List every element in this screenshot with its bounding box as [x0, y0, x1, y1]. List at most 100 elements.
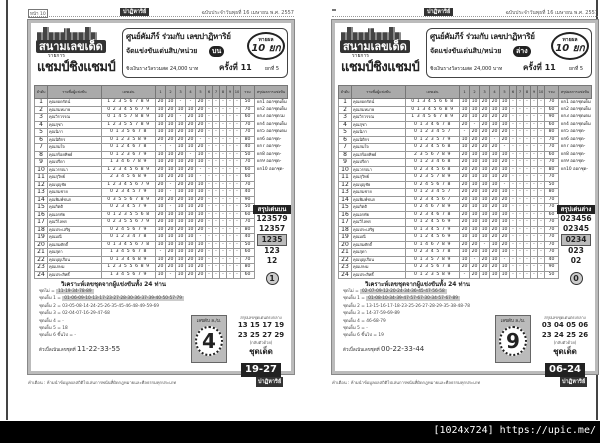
rounds-oval: ทายผล 10 ยก — [551, 32, 589, 60]
round-score: - — [212, 203, 220, 212]
analysis-line: ชุดเต็ม 5 = - — [343, 325, 593, 332]
round-score: 10 — [479, 248, 490, 257]
round-score: - — [205, 240, 213, 249]
round-score: - — [219, 255, 227, 264]
picked-digits: 1 3 4 5 6 7 9 — [101, 270, 156, 279]
round-score: - — [523, 248, 531, 257]
round-score: - — [523, 135, 531, 144]
round-score: - — [205, 248, 213, 257]
round-note — [254, 173, 288, 181]
round-score: - — [530, 255, 538, 264]
round-score: 20 — [459, 263, 470, 272]
round-score: 10 — [185, 128, 196, 137]
round-score: - — [516, 98, 524, 107]
row-number: 19 — [34, 233, 48, 242]
round-score: - — [516, 120, 524, 129]
set-summary: สรุปเลขชุดเด่นตรงกลาง 03 04 05 06 23 24 … — [535, 315, 595, 377]
round-score: - — [219, 270, 227, 279]
round-score: 20 — [185, 180, 196, 189]
round-note: ยก8 ออกชุด- — [254, 151, 288, 159]
round-score: - — [530, 270, 538, 279]
picked-digits: 1 3 4 6 7 8 9 — [101, 158, 156, 167]
picked-digits: 0 1 3 4 6 8 9 — [101, 255, 156, 264]
round-score: - — [219, 150, 227, 159]
round-note: ยก1 ออกชุดเต็ม 2 — [254, 98, 288, 106]
round-score: 20 — [155, 98, 166, 107]
column-header: 4 — [489, 85, 500, 99]
round-score: - — [205, 225, 213, 234]
picked-digits: 1 2 3 4 5 6 8 9 — [101, 165, 156, 174]
round-score: - — [233, 180, 241, 189]
table-row: 9 คุณปรีดา 0 1 2 3 4 6 8 20 10 10 10 20- - - - -70 ย… — [338, 158, 592, 167]
round-score: 20 — [479, 135, 490, 144]
round-score: 10 — [155, 270, 166, 279]
round-score: - — [509, 105, 517, 114]
round-score: - — [226, 240, 234, 249]
table-row: 6 คุณนิติกร 0 1 2 3 5 8 9 20 20 20 20- - - - - -80 ย… — [34, 135, 288, 144]
round-score: 10 — [499, 105, 510, 114]
contestant-name: คุณมณี — [351, 233, 406, 242]
row-number: 23 — [338, 263, 352, 272]
round-score: - — [226, 135, 234, 144]
round-score: - — [516, 218, 524, 227]
round-score: - — [212, 120, 220, 129]
round-score: 20 — [489, 225, 500, 234]
round-score: - — [523, 255, 531, 264]
organizer: ศูนย์คัมภีร์ ร่วมกับ เลขปาฏิหาริย์ — [430, 32, 535, 41]
round-score: 10 — [499, 120, 510, 129]
round-score: 10 — [469, 203, 480, 212]
round-score: 20 — [479, 105, 490, 114]
contestant-name: คุณพิมพ์ชนก — [47, 195, 102, 204]
round-score: - — [205, 158, 213, 167]
round-score: 10 — [185, 263, 196, 272]
round-score: - — [226, 128, 234, 137]
round-score: - — [219, 120, 227, 129]
round-score: - — [165, 143, 176, 152]
round-score: 20 — [155, 195, 166, 204]
round-score: 20 — [479, 263, 490, 272]
round-score: - — [233, 248, 241, 257]
round-score: - — [509, 98, 517, 107]
round-score: - — [537, 218, 545, 227]
row-total: 70 — [240, 128, 255, 137]
round-score: - — [523, 240, 531, 249]
contestant-name: คุณประสิทธิ์ — [47, 270, 102, 279]
contestant-name: คุณบุญชัย — [351, 180, 406, 189]
round-score: - — [509, 135, 517, 144]
round-score: 10 — [499, 263, 510, 272]
row-number: 11 — [338, 173, 352, 182]
set-label: ชุดเต็ม 6 ขึ้นไป = — [343, 333, 377, 339]
round-score: - — [509, 128, 517, 137]
round-score: 10 — [185, 188, 196, 197]
round-score: 10 — [165, 165, 176, 174]
set-note: (กลับตัวด้วย) — [553, 340, 577, 345]
row-number: 22 — [338, 255, 352, 264]
round-score: 20 — [499, 128, 510, 137]
round-score: 10 — [459, 255, 470, 264]
row-total: 70 — [240, 105, 255, 114]
round-score: 10 — [489, 105, 500, 114]
contestant-name: คุณยอดรัตน์ — [47, 98, 102, 107]
analysis-line: ชุดไม่ = 02-07-09-12-20-24-34-36-45-47-5… — [343, 288, 593, 295]
round-score: - — [509, 173, 517, 182]
round-score: - — [212, 98, 220, 107]
contestant-name: คุณเกษม — [351, 263, 406, 272]
picked-digits: 0 1 2 4 6 7 8 — [101, 143, 156, 152]
round-score: 20 — [479, 143, 490, 152]
dead-label: เลขดับ ล./ม. — [500, 319, 526, 324]
contestant-name: คุณวรรณา — [47, 165, 102, 174]
summary-box: สรุปเด่นบน 123579 12357 1235 123 12 1 — [253, 205, 291, 285]
round-score: - — [523, 203, 531, 212]
round-score: 10 — [165, 210, 176, 219]
round-score: 10 — [499, 150, 510, 159]
game-number: ยกที่ 5 — [265, 66, 280, 72]
set-line-2: 23 24 25 26 — [541, 331, 589, 339]
round-score: - — [195, 173, 206, 182]
picked-digits: 0 1 3 4 5 6 6 8 — [405, 98, 460, 107]
round-score: - — [226, 98, 234, 107]
contestant-name: คุณนิภา — [47, 128, 102, 137]
set-label: ชุดเต็ม 5 = — [39, 325, 61, 331]
column-header: 3 — [175, 85, 186, 99]
row-number: 18 — [338, 225, 352, 234]
set-values: 14-37-59-69-89 — [366, 311, 400, 317]
